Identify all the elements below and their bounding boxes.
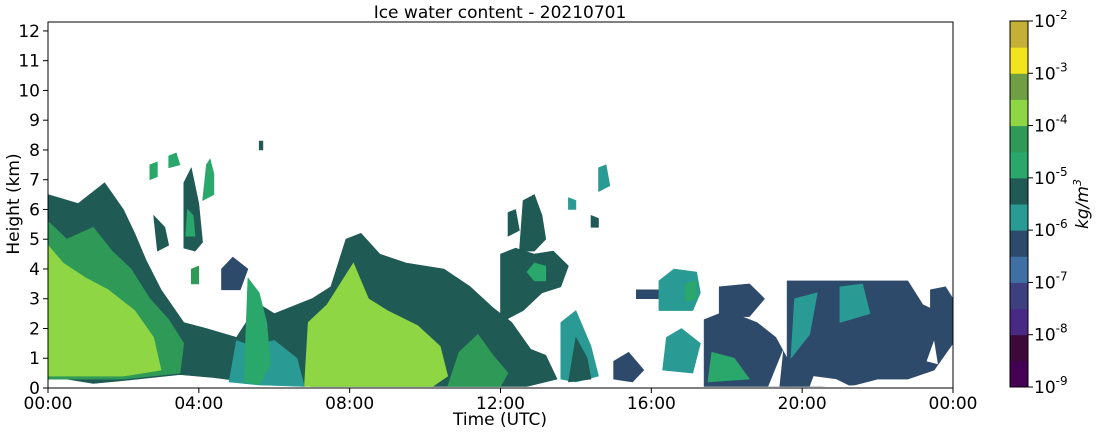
- colorbar-segment: [1010, 151, 1028, 179]
- cloud-region: [500, 247, 569, 323]
- cloud-region: [258, 140, 264, 151]
- cloud-region: [598, 164, 611, 192]
- data-regions: [48, 140, 953, 387]
- colorbar: 10-9 10-8 10-7 10-6 10-5 10-4 10-3 10-2: [1009, 8, 1068, 398]
- x-tick-label: 00:00: [24, 394, 73, 414]
- y-tick-label: 7: [29, 171, 40, 191]
- colorbar-segment: [1010, 73, 1028, 100]
- cloud-region: [786, 280, 953, 387]
- x-tick-label: 20:00: [778, 394, 827, 414]
- cloud-region: [662, 328, 701, 374]
- chart-title: Ice water content - 20210701: [374, 3, 627, 23]
- y-tick-label: 10: [18, 81, 40, 101]
- colorbar-tick-label: 10-7: [1034, 269, 1068, 293]
- colorbar-segment: [1010, 308, 1028, 336]
- cloud-region: [304, 262, 449, 387]
- y-axis-label: Height (km): [4, 153, 24, 254]
- y-tick-label: 8: [29, 141, 40, 161]
- y-tick-label: 6: [29, 200, 40, 220]
- y-tick-label: 4: [29, 260, 40, 280]
- x-tick-label: 00:00: [929, 394, 978, 414]
- colorbar-segment: [1010, 177, 1028, 205]
- colorbar-label: kg/m3: [1071, 179, 1093, 229]
- colorbar-segment: [1010, 360, 1028, 388]
- x-axis-label: Time (UTC): [452, 410, 547, 430]
- colorbar-segment: [1010, 125, 1028, 153]
- cloud-region: [185, 209, 196, 237]
- cloud-region: [568, 197, 577, 210]
- x-tick-label: 04:00: [174, 394, 223, 414]
- colorbar-segment: [1010, 282, 1028, 310]
- cloud-region: [153, 215, 169, 252]
- x-tick-label: 16:00: [627, 394, 676, 414]
- cloud-region: [221, 256, 249, 291]
- colorbar-segment: [1010, 204, 1028, 231]
- cloud-region: [507, 209, 520, 237]
- y-tick-label: 12: [18, 22, 40, 42]
- colorbar-segment: [1010, 99, 1028, 127]
- x-tick-label: 08:00: [325, 394, 374, 414]
- cloud-region: [568, 337, 592, 383]
- y-tick-label: 9: [29, 111, 40, 131]
- y-tick-label: 2: [29, 319, 40, 339]
- cloud-region: [839, 283, 871, 323]
- x-axis: 00:00 04:00 08:00 12:00 16:00 20:00 00:00: [24, 388, 978, 414]
- cloud-region: [519, 194, 547, 252]
- colorbar-tick-label: 10-6: [1034, 217, 1068, 241]
- y-tick-label: 0: [29, 379, 40, 399]
- data-gap: [926, 340, 938, 365]
- colorbar-tick-label: 10-2: [1034, 8, 1068, 32]
- colorbar-segment: [1010, 230, 1028, 257]
- y-tick-label: 1: [29, 349, 40, 369]
- cloud-region: [149, 161, 158, 180]
- colorbar-segment: [1010, 47, 1028, 74]
- cloud-region: [447, 334, 509, 387]
- colorbar-segment: [1010, 334, 1028, 362]
- cloud-region: [526, 262, 547, 282]
- colorbar-tick-label: 10-8: [1034, 322, 1068, 346]
- cloud-region: [707, 351, 750, 383]
- colorbar-frame: [1009, 20, 1029, 388]
- cloud-region: [48, 244, 162, 377]
- cloud-region: [168, 152, 181, 169]
- colorbar-tick-label: 10-5: [1034, 165, 1068, 189]
- data-gap: [768, 349, 784, 387]
- cloud-region: [243, 277, 271, 386]
- colorbar-segment: [1010, 256, 1028, 283]
- colorbar-tick-label: 10-9: [1034, 374, 1068, 398]
- cloud-region: [613, 351, 645, 383]
- x-tick-label: 12:00: [476, 394, 525, 414]
- y-tick-label: 3: [29, 290, 40, 310]
- y-tick-label: 11: [18, 52, 40, 72]
- cloud-region: [930, 286, 953, 323]
- y-tick-label: 5: [29, 230, 40, 250]
- colorbar-segment: [1010, 21, 1028, 48]
- cloud-region: [684, 280, 697, 303]
- data-gap: [809, 376, 852, 387]
- cloud-region: [635, 289, 660, 300]
- colorbar-tick-label: 10-3: [1034, 60, 1068, 84]
- cloud-region: [590, 215, 599, 228]
- cloud-region: [191, 265, 200, 285]
- cloud-region: [790, 292, 818, 359]
- cloud-region: [718, 283, 765, 317]
- cloud-region: [202, 158, 215, 201]
- colorbar-tick-label: 10-4: [1034, 113, 1068, 137]
